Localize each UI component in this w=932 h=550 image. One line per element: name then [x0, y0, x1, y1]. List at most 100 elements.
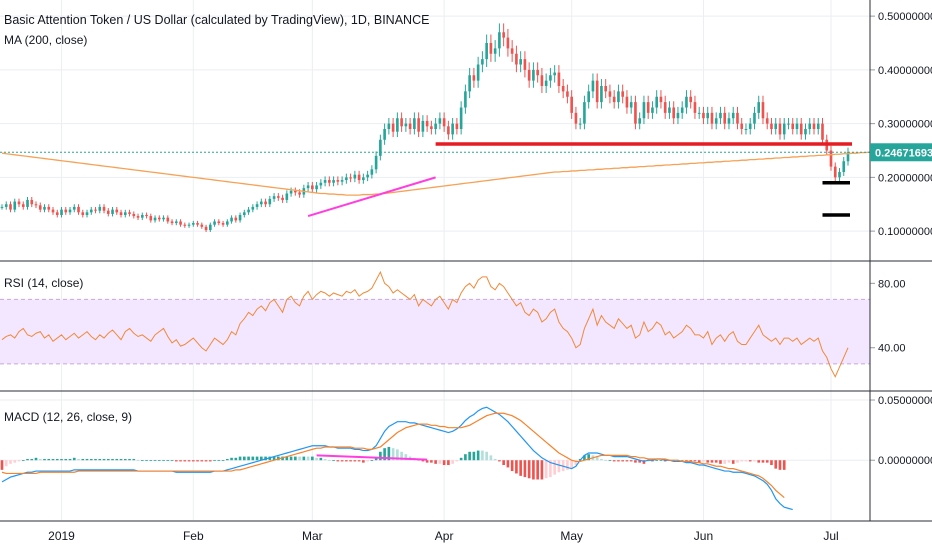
candle-body — [243, 212, 246, 215]
macd-hist-bar — [612, 460, 616, 462]
macd-hist-bar — [468, 451, 471, 461]
candle-body — [387, 123, 391, 129]
price-y-tick-label: 0.30000000 — [878, 119, 932, 131]
candle-body — [672, 107, 676, 119]
macd-hist-bar — [574, 460, 578, 466]
candle-body — [315, 185, 318, 190]
candle-body — [38, 205, 42, 210]
candle-body — [846, 152, 850, 162]
macd-hist-bar — [68, 459, 72, 461]
candle-body — [85, 212, 89, 215]
candle-body — [557, 72, 561, 86]
candle-body — [336, 180, 340, 182]
macd-hist-bar — [697, 460, 701, 463]
candle-body — [43, 206, 46, 210]
macd-hist-bar — [349, 460, 352, 462]
candle-body — [357, 174, 361, 181]
macd-hist-bar — [38, 459, 42, 461]
candle-body — [174, 221, 178, 224]
macd-hist-bar — [200, 460, 204, 462]
macd-hist-bar — [243, 456, 246, 461]
candle-body — [26, 199, 29, 207]
macd-hist-bar — [604, 460, 607, 462]
macd-hist-bar — [102, 459, 106, 461]
candle-body — [353, 174, 357, 179]
candle-body — [157, 217, 161, 220]
candle-body — [795, 123, 799, 129]
macd-hist-bar — [345, 460, 348, 462]
candle-body — [102, 206, 106, 211]
macd-hist-bar — [782, 460, 786, 470]
macd-hist-bar — [311, 456, 314, 461]
candle-body — [9, 204, 12, 210]
macd-hist-bar — [765, 460, 769, 463]
candle-body — [55, 212, 59, 215]
candle-body — [417, 118, 420, 132]
candle-body — [710, 112, 714, 124]
macd-hist-bar — [481, 450, 484, 461]
candle-body — [481, 59, 484, 65]
candle-body — [642, 102, 646, 119]
candle-body — [714, 118, 718, 124]
candle-body — [540, 75, 544, 86]
macd-hist-bar — [221, 460, 225, 462]
candle-body — [536, 69, 539, 76]
candle-body — [646, 102, 650, 113]
rsi-pane[interactable] — [0, 270, 870, 378]
macd-hist-bar — [536, 460, 539, 480]
macd-hist-bar — [442, 460, 446, 466]
macd-hist-bar — [77, 459, 80, 461]
macd-pane[interactable] — [0, 406, 793, 511]
candle-body — [230, 217, 233, 222]
macd-hist-bar — [174, 460, 178, 462]
macd-hist-bar — [510, 460, 514, 472]
macd-hist-bar — [298, 456, 301, 461]
candle-body — [506, 37, 510, 49]
rsi-line — [1, 270, 849, 378]
candle-body — [651, 107, 654, 113]
candle-body — [595, 80, 599, 103]
candle-body — [200, 224, 204, 227]
macd-hist-bar — [123, 459, 127, 461]
macd-hist-bar — [285, 456, 289, 461]
candle-body — [502, 32, 505, 38]
candle-body — [319, 182, 323, 186]
candle-body — [225, 221, 229, 225]
candle-body — [702, 112, 705, 119]
candle-body — [123, 212, 127, 215]
macd-y-tick-label: 0.00000000 — [878, 455, 932, 467]
macd-hist-bar — [157, 460, 161, 462]
macd-hist-bar — [315, 457, 318, 461]
macd-hist-bar — [680, 460, 684, 462]
candle-body — [442, 118, 446, 127]
macd-hist-bar — [119, 459, 123, 461]
macd-hist-bar — [723, 460, 727, 464]
macd-hist-bar — [595, 456, 599, 461]
price-pane[interactable] — [0, 23, 870, 232]
candle-body — [591, 80, 595, 92]
candle-body — [179, 221, 182, 225]
candle-body — [561, 86, 565, 92]
macd-hist-bar — [357, 460, 361, 462]
candle-body — [600, 86, 603, 103]
macd-hist-bar — [81, 459, 85, 461]
candle-body — [468, 75, 471, 92]
last-price-label: 0.24671693 — [875, 147, 932, 159]
macd-hist-bar — [485, 451, 488, 461]
x-tick-label: Jul — [823, 529, 838, 543]
candle-body — [434, 123, 437, 129]
candle-body — [719, 112, 722, 119]
macd-hist-bar — [17, 460, 21, 462]
candle-body — [366, 174, 369, 178]
macd-hist-bar — [162, 460, 165, 462]
macd-hist-bar — [140, 460, 144, 462]
macd-hist-bar — [757, 460, 761, 463]
candle-body — [510, 48, 514, 54]
macd-hist-bar — [549, 460, 552, 478]
macd-hist-bar — [493, 459, 497, 461]
macd-hist-bar — [204, 460, 208, 462]
candle-body — [238, 215, 242, 221]
candle-body — [289, 190, 293, 194]
candle-body — [761, 102, 765, 119]
